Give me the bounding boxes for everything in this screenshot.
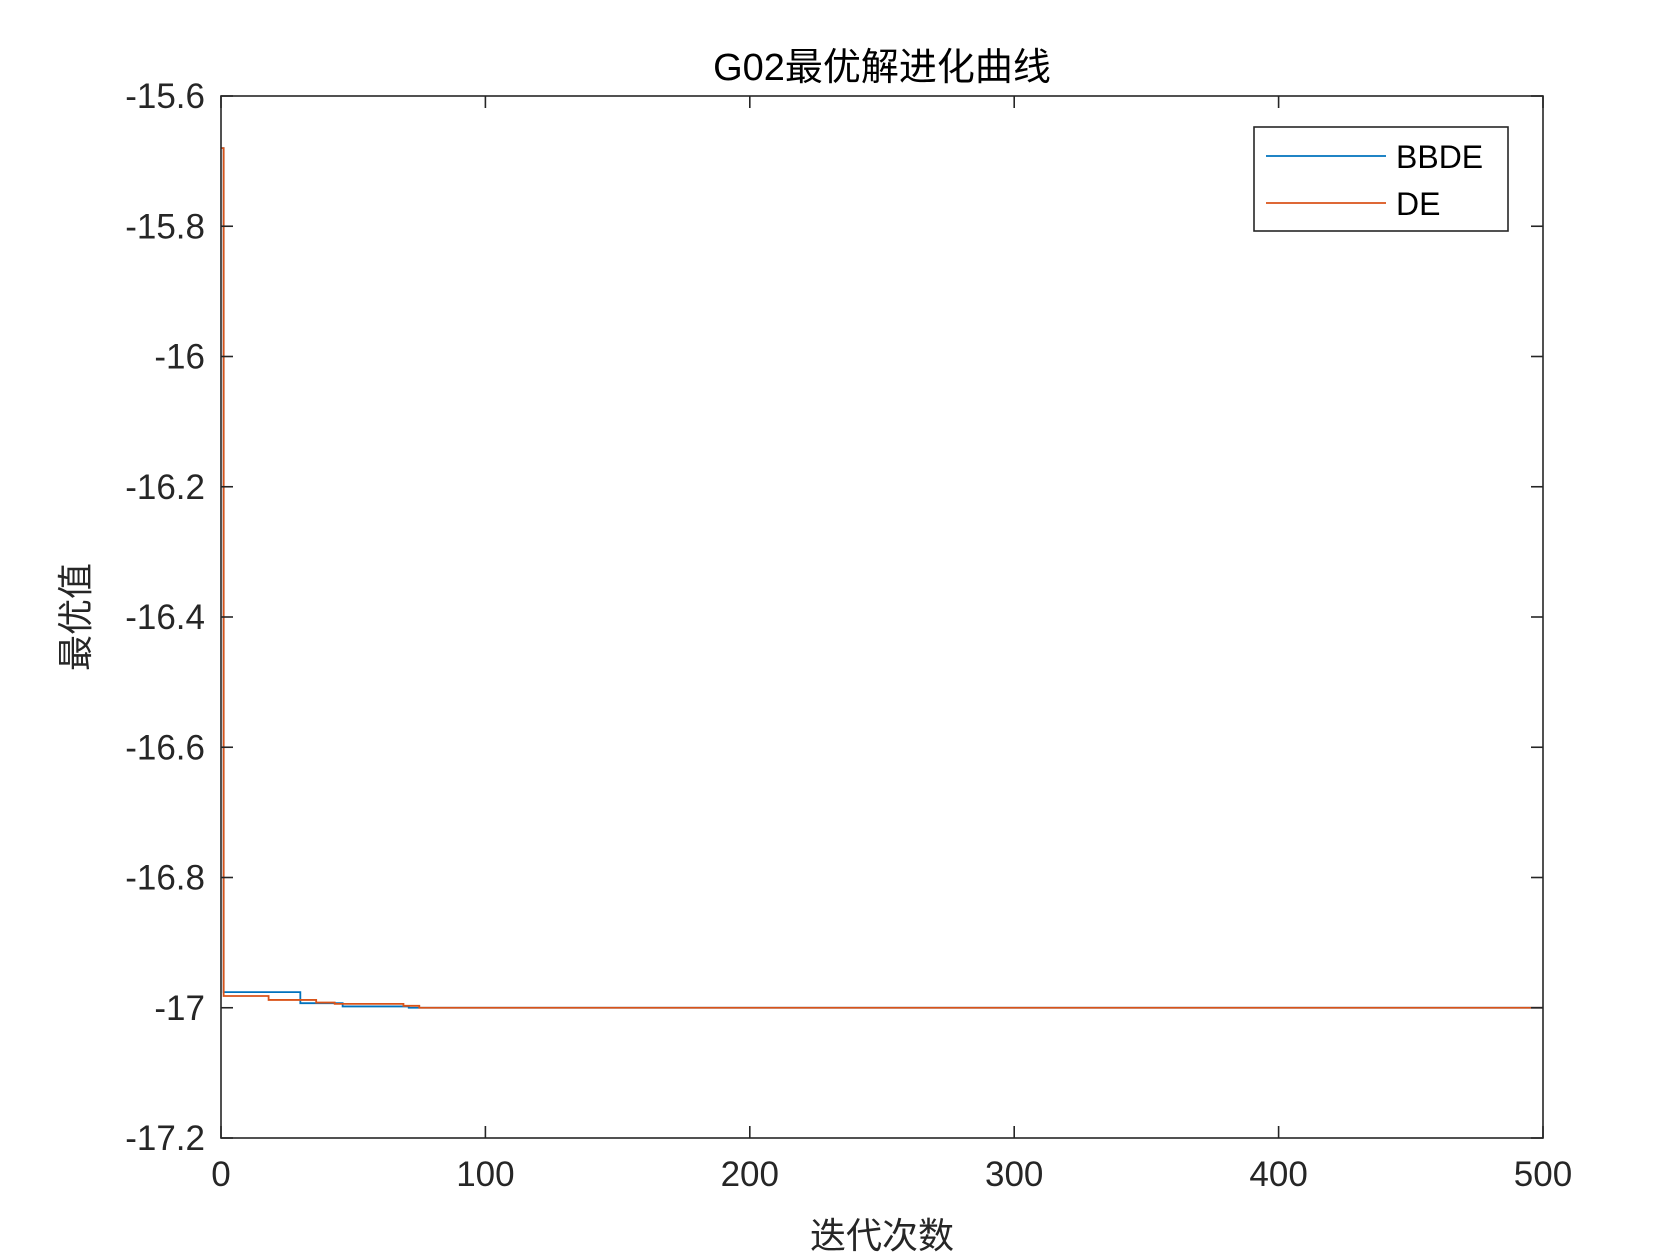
x-axis-label: 迭代次数 [810,1216,954,1257]
y-tick-label: -16.4 [125,598,205,637]
y-tick-label: -16.2 [125,468,205,507]
x-tick-label: 200 [721,1155,779,1194]
plot-series [221,147,1543,1009]
y-tick-label: -15.6 [125,77,205,116]
y-axis-label: 最优值 [56,563,97,671]
x-tick-label: 400 [1249,1155,1307,1194]
x-tick-label: 500 [1514,1155,1572,1194]
y-ticks: -15.6 -15.8 -16 -16.2 -16.4 -16.6 -16.8 -17 -17.… [125,77,1543,1158]
y-tick-label: -16 [154,338,205,377]
y-tick-label: -17.2 [125,1119,205,1158]
x-tick-label: 0 [211,1155,230,1194]
y-tick-label: -15.8 [125,207,205,246]
legend: BBDE DE [1253,126,1509,232]
x-ticks: 0 100 200 300 400 500 [211,96,1572,1194]
legend-entry-label: BBDE [1396,139,1483,175]
chart-title: G02最优解进化曲线 [713,47,1051,89]
x-tick-label: 100 [456,1155,514,1194]
legend-entry-label: DE [1396,186,1440,222]
legend-box [1253,126,1509,232]
series-line-de [221,147,1543,1009]
x-tick-label: 300 [985,1155,1043,1194]
y-tick-label: -16.8 [125,859,205,898]
y-tick-label: -17 [154,989,205,1028]
y-tick-label: -16.6 [125,728,205,767]
